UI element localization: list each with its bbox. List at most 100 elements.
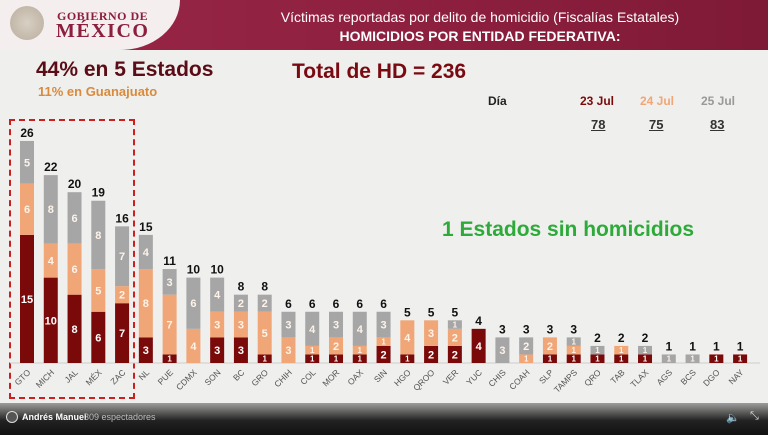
bar-segment-TLAX-23-Jul bbox=[638, 354, 653, 363]
logo-line1: GOBIERNO DE bbox=[57, 9, 149, 23]
segment-label: 1 bbox=[405, 355, 410, 364]
segment-label: 6 bbox=[71, 213, 77, 225]
total-label-MÉX: 19 bbox=[92, 186, 106, 200]
category-label-COL: COL bbox=[298, 367, 318, 387]
total-label-CHIH: 6 bbox=[285, 297, 292, 311]
top5-highlight-box bbox=[9, 119, 135, 399]
day-24-total: 75 bbox=[649, 117, 664, 132]
bar-segment-OAX-24-Jul bbox=[352, 345, 367, 355]
bar-segment-SON-25-Jul bbox=[210, 277, 225, 312]
segment-label: 3 bbox=[380, 320, 386, 332]
day-24-label: 24 Jul bbox=[640, 94, 675, 108]
segment-label: 3 bbox=[499, 345, 505, 357]
category-label-BC: BC bbox=[231, 367, 246, 382]
segment-label: 1 bbox=[667, 355, 672, 364]
avatar[interactable] bbox=[6, 411, 18, 423]
category-label-TAB: TAB bbox=[608, 367, 627, 386]
bar-segment-CHIS-25-Jul bbox=[495, 337, 510, 363]
segment-label: 3 bbox=[333, 320, 339, 332]
bar-segment-GTO-25-Jul bbox=[20, 140, 34, 184]
category-label-TLAX: TLAX bbox=[628, 367, 650, 389]
total-label-GTO: 26 bbox=[20, 126, 34, 140]
volume-icon[interactable]: 🔈 bbox=[726, 412, 740, 424]
segment-label: 1 bbox=[690, 355, 695, 364]
exit-fullscreen-icon[interactable]: ⤡ bbox=[750, 410, 759, 422]
category-label-VER: VER bbox=[441, 367, 460, 386]
bar-segment-JAL-23-Jul bbox=[67, 294, 82, 363]
segment-label: 4 bbox=[404, 332, 411, 344]
segment-label: 3 bbox=[143, 345, 149, 357]
total-label-DGO: 1 bbox=[713, 339, 720, 353]
segment-label: 3 bbox=[285, 320, 291, 332]
bar-segment-PUE-25-Jul bbox=[162, 269, 177, 295]
segment-label: 1 bbox=[738, 355, 743, 364]
slide-subtitle: HOMICIDIOS POR ENTIDAD FEDERATIVA: bbox=[339, 28, 621, 44]
category-label-SIN: SIN bbox=[372, 367, 389, 384]
category-label-JAL: JAL bbox=[63, 367, 81, 385]
segment-label: 2 bbox=[547, 341, 553, 353]
segment-label: 1 bbox=[619, 346, 624, 355]
bar-segment-COAH-24-Jul bbox=[519, 354, 534, 363]
category-label-QROO: QROO bbox=[411, 367, 437, 393]
day-23-label: 23 Jul bbox=[580, 94, 615, 108]
total-label-GRO: 8 bbox=[261, 280, 268, 294]
total-label-CHIS: 3 bbox=[499, 322, 506, 336]
bar-segment-PUE-23-Jul bbox=[162, 354, 177, 363]
bar-segment-MOR-25-Jul bbox=[329, 311, 344, 338]
bar-segment-VER-24-Jul bbox=[447, 328, 462, 346]
segment-label: 1 bbox=[167, 355, 172, 364]
bar-segment-NL-24-Jul bbox=[138, 269, 153, 338]
segment-label: 1 bbox=[334, 355, 339, 364]
states-without-homicides: 1 Estados sin homicidios bbox=[442, 218, 695, 241]
category-label-BCS: BCS bbox=[679, 367, 699, 387]
streamer-name[interactable]: Andrés Manuel bbox=[22, 412, 87, 422]
bar-segment-SIN-24-Jul bbox=[376, 337, 391, 346]
segment-label: 4 bbox=[357, 324, 364, 336]
bar-segment-CDMX-24-Jul bbox=[186, 328, 201, 363]
segment-label: 1 bbox=[548, 355, 553, 364]
bar-segment-VER-23-Jul bbox=[447, 345, 462, 363]
bar-segment-PUE-24-Jul bbox=[162, 294, 177, 355]
segment-label: 8 bbox=[48, 204, 54, 216]
bar-segment-MOR-23-Jul bbox=[329, 354, 344, 363]
total-label-COAH: 3 bbox=[523, 322, 530, 336]
total-label-MOR: 6 bbox=[333, 297, 340, 311]
segment-label: 1 bbox=[619, 355, 624, 364]
total-label-TAB: 2 bbox=[618, 331, 625, 345]
segment-label: 1 bbox=[358, 346, 363, 355]
segment-label: 2 bbox=[452, 332, 458, 344]
segment-label: 1 bbox=[453, 320, 458, 329]
bar-segment-YUC-23-Jul bbox=[471, 328, 486, 363]
total-homicides: Total de HD = 236 bbox=[292, 60, 467, 83]
segment-label: 1 bbox=[643, 355, 648, 364]
category-label-DGO: DGO bbox=[701, 367, 722, 388]
category-label-NAY: NAY bbox=[727, 367, 746, 386]
category-label-YUC: YUC bbox=[464, 367, 484, 387]
segment-label: 7 bbox=[167, 320, 173, 332]
bar-segment-OAX-23-Jul bbox=[352, 354, 367, 363]
total-label-BC: 8 bbox=[238, 280, 245, 294]
category-label-CHIH: CHIH bbox=[272, 367, 294, 389]
segment-label: 5 bbox=[262, 328, 268, 340]
segment-label: 6 bbox=[95, 332, 101, 344]
bar-segment-SON-23-Jul bbox=[210, 337, 225, 363]
bar-segment-GTO-23-Jul bbox=[20, 234, 34, 363]
segment-label: 1 bbox=[595, 346, 600, 355]
total-label-PUE: 11 bbox=[163, 254, 176, 268]
bar-segment-TAMPS-23-Jul bbox=[566, 354, 581, 363]
total-label-TLAX: 2 bbox=[642, 331, 649, 345]
segment-label: 5 bbox=[24, 157, 30, 169]
category-label-CHIS: CHIS bbox=[486, 367, 508, 389]
segment-label: 1 bbox=[571, 346, 576, 355]
bar-segment-QRO-23-Jul bbox=[590, 354, 605, 363]
segment-label: 15 bbox=[21, 294, 33, 306]
bar-segment-QROO-23-Jul bbox=[424, 345, 439, 363]
category-label-TAMPS: TAMPS bbox=[552, 367, 580, 395]
bar-segment-GRO-23-Jul bbox=[257, 354, 272, 363]
segment-label: 8 bbox=[143, 298, 149, 310]
bar-segment-TAB-24-Jul bbox=[614, 345, 629, 355]
category-label-GRO: GRO bbox=[249, 367, 270, 388]
top5-percentage: 44% en 5 Estados bbox=[36, 58, 214, 81]
day-25-label: 25 Jul bbox=[701, 94, 736, 108]
